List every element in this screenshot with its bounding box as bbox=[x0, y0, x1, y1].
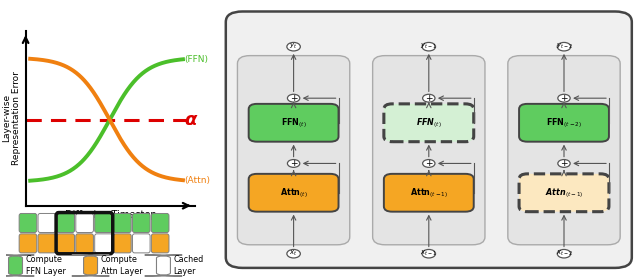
Circle shape bbox=[287, 160, 300, 167]
FancyBboxPatch shape bbox=[76, 234, 93, 253]
Text: +: + bbox=[290, 159, 298, 168]
FancyBboxPatch shape bbox=[113, 214, 131, 232]
Circle shape bbox=[422, 94, 435, 102]
FancyBboxPatch shape bbox=[237, 56, 349, 245]
FancyBboxPatch shape bbox=[19, 214, 36, 232]
FancyBboxPatch shape bbox=[57, 234, 74, 253]
Text: Attn$_{(t-1)}$: Attn$_{(t-1)}$ bbox=[545, 186, 583, 200]
Text: Attn$_{(t-1)}$: Attn$_{(t-1)}$ bbox=[410, 186, 448, 200]
Text: $y_t$: $y_t$ bbox=[289, 42, 298, 51]
FancyBboxPatch shape bbox=[113, 234, 131, 253]
FancyBboxPatch shape bbox=[249, 174, 339, 212]
FancyBboxPatch shape bbox=[132, 214, 150, 232]
Circle shape bbox=[287, 43, 300, 51]
Circle shape bbox=[557, 43, 571, 51]
FancyBboxPatch shape bbox=[72, 255, 109, 276]
Text: +: + bbox=[560, 159, 568, 168]
FancyBboxPatch shape bbox=[384, 174, 474, 212]
Circle shape bbox=[558, 160, 570, 167]
FancyBboxPatch shape bbox=[57, 214, 74, 232]
FancyBboxPatch shape bbox=[249, 104, 339, 142]
Text: Compute
Attn Layer: Compute Attn Layer bbox=[100, 255, 142, 275]
Text: FFN$_{(t)}$: FFN$_{(t)}$ bbox=[281, 116, 307, 130]
Text: $y_{t-2}$: $y_{t-2}$ bbox=[556, 42, 572, 51]
FancyBboxPatch shape bbox=[0, 255, 35, 276]
FancyBboxPatch shape bbox=[95, 214, 112, 232]
Text: +: + bbox=[425, 159, 433, 168]
Circle shape bbox=[287, 249, 300, 258]
Circle shape bbox=[557, 249, 571, 258]
FancyBboxPatch shape bbox=[151, 234, 169, 253]
FancyBboxPatch shape bbox=[519, 174, 609, 212]
FancyBboxPatch shape bbox=[372, 56, 485, 245]
Circle shape bbox=[287, 94, 300, 102]
FancyBboxPatch shape bbox=[145, 255, 182, 276]
Text: $x_{t-2}$: $x_{t-2}$ bbox=[556, 249, 572, 258]
Text: $y_{t-1}$: $y_{t-1}$ bbox=[420, 42, 437, 51]
Text: +: + bbox=[290, 94, 298, 103]
FancyBboxPatch shape bbox=[95, 234, 112, 253]
Text: $x_{t-1}$: $x_{t-1}$ bbox=[420, 249, 437, 258]
FancyBboxPatch shape bbox=[384, 104, 474, 142]
Text: Compute
FFN Layer: Compute FFN Layer bbox=[26, 255, 65, 275]
FancyBboxPatch shape bbox=[19, 234, 36, 253]
FancyBboxPatch shape bbox=[76, 214, 93, 232]
Text: FFN$_{(t-2)}$: FFN$_{(t-2)}$ bbox=[546, 116, 582, 130]
Text: α: α bbox=[184, 111, 197, 129]
FancyBboxPatch shape bbox=[151, 214, 169, 232]
Circle shape bbox=[422, 43, 436, 51]
Circle shape bbox=[422, 249, 436, 258]
Text: (FFN): (FFN) bbox=[184, 55, 209, 64]
Text: Attn$_{(t)}$: Attn$_{(t)}$ bbox=[280, 186, 307, 200]
FancyBboxPatch shape bbox=[132, 234, 150, 253]
Circle shape bbox=[422, 160, 435, 167]
FancyBboxPatch shape bbox=[38, 214, 56, 232]
Text: +: + bbox=[425, 94, 433, 103]
Text: FFN$_{(t)}$: FFN$_{(t)}$ bbox=[416, 116, 442, 130]
FancyBboxPatch shape bbox=[226, 11, 632, 268]
Text: Cached
Layer: Cached Layer bbox=[173, 255, 204, 275]
Text: (Attn): (Attn) bbox=[184, 176, 211, 185]
FancyBboxPatch shape bbox=[38, 234, 56, 253]
Text: +: + bbox=[560, 94, 568, 103]
X-axis label: Diffusion Timestep: Diffusion Timestep bbox=[65, 210, 156, 220]
Circle shape bbox=[558, 94, 570, 102]
FancyBboxPatch shape bbox=[519, 104, 609, 142]
Text: $x_t$: $x_t$ bbox=[289, 249, 298, 258]
Y-axis label: Layer-wise
Representation Error: Layer-wise Representation Error bbox=[2, 71, 21, 165]
FancyBboxPatch shape bbox=[508, 56, 620, 245]
